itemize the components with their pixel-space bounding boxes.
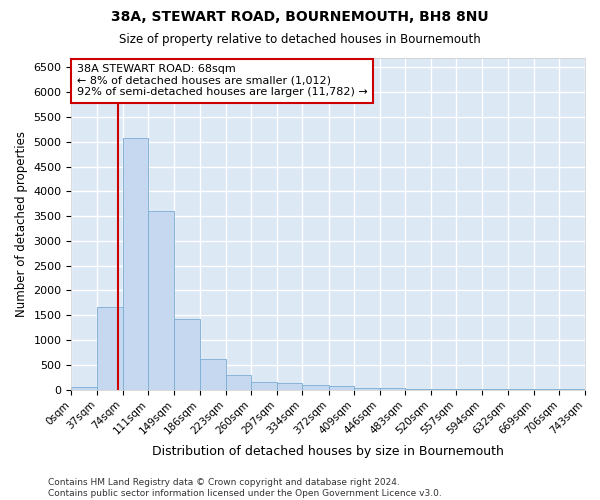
Bar (122, 138, 148, 390)
Bar (251, 382, 277, 390)
Bar (226, 375, 251, 390)
Bar (329, 386, 354, 390)
Text: 38A STEWART ROAD: 68sqm
← 8% of detached houses are smaller (1,012)
92% of semi-: 38A STEWART ROAD: 68sqm ← 8% of detached… (77, 64, 367, 98)
Bar (277, 383, 302, 390)
Bar (71, 387, 97, 390)
Bar (302, 385, 329, 390)
Bar (380, 388, 405, 390)
Bar (97, 307, 122, 390)
Bar (148, 211, 175, 390)
Bar (354, 388, 380, 390)
Bar (175, 318, 200, 390)
Text: Contains HM Land Registry data © Crown copyright and database right 2024.
Contai: Contains HM Land Registry data © Crown c… (48, 478, 442, 498)
Bar (200, 360, 226, 390)
Text: 38A, STEWART ROAD, BOURNEMOUTH, BH8 8NU: 38A, STEWART ROAD, BOURNEMOUTH, BH8 8NU (111, 10, 489, 24)
X-axis label: Distribution of detached houses by size in Bournemouth: Distribution of detached houses by size … (152, 444, 504, 458)
Text: Size of property relative to detached houses in Bournemouth: Size of property relative to detached ho… (119, 32, 481, 46)
Y-axis label: Number of detached properties: Number of detached properties (15, 130, 28, 316)
